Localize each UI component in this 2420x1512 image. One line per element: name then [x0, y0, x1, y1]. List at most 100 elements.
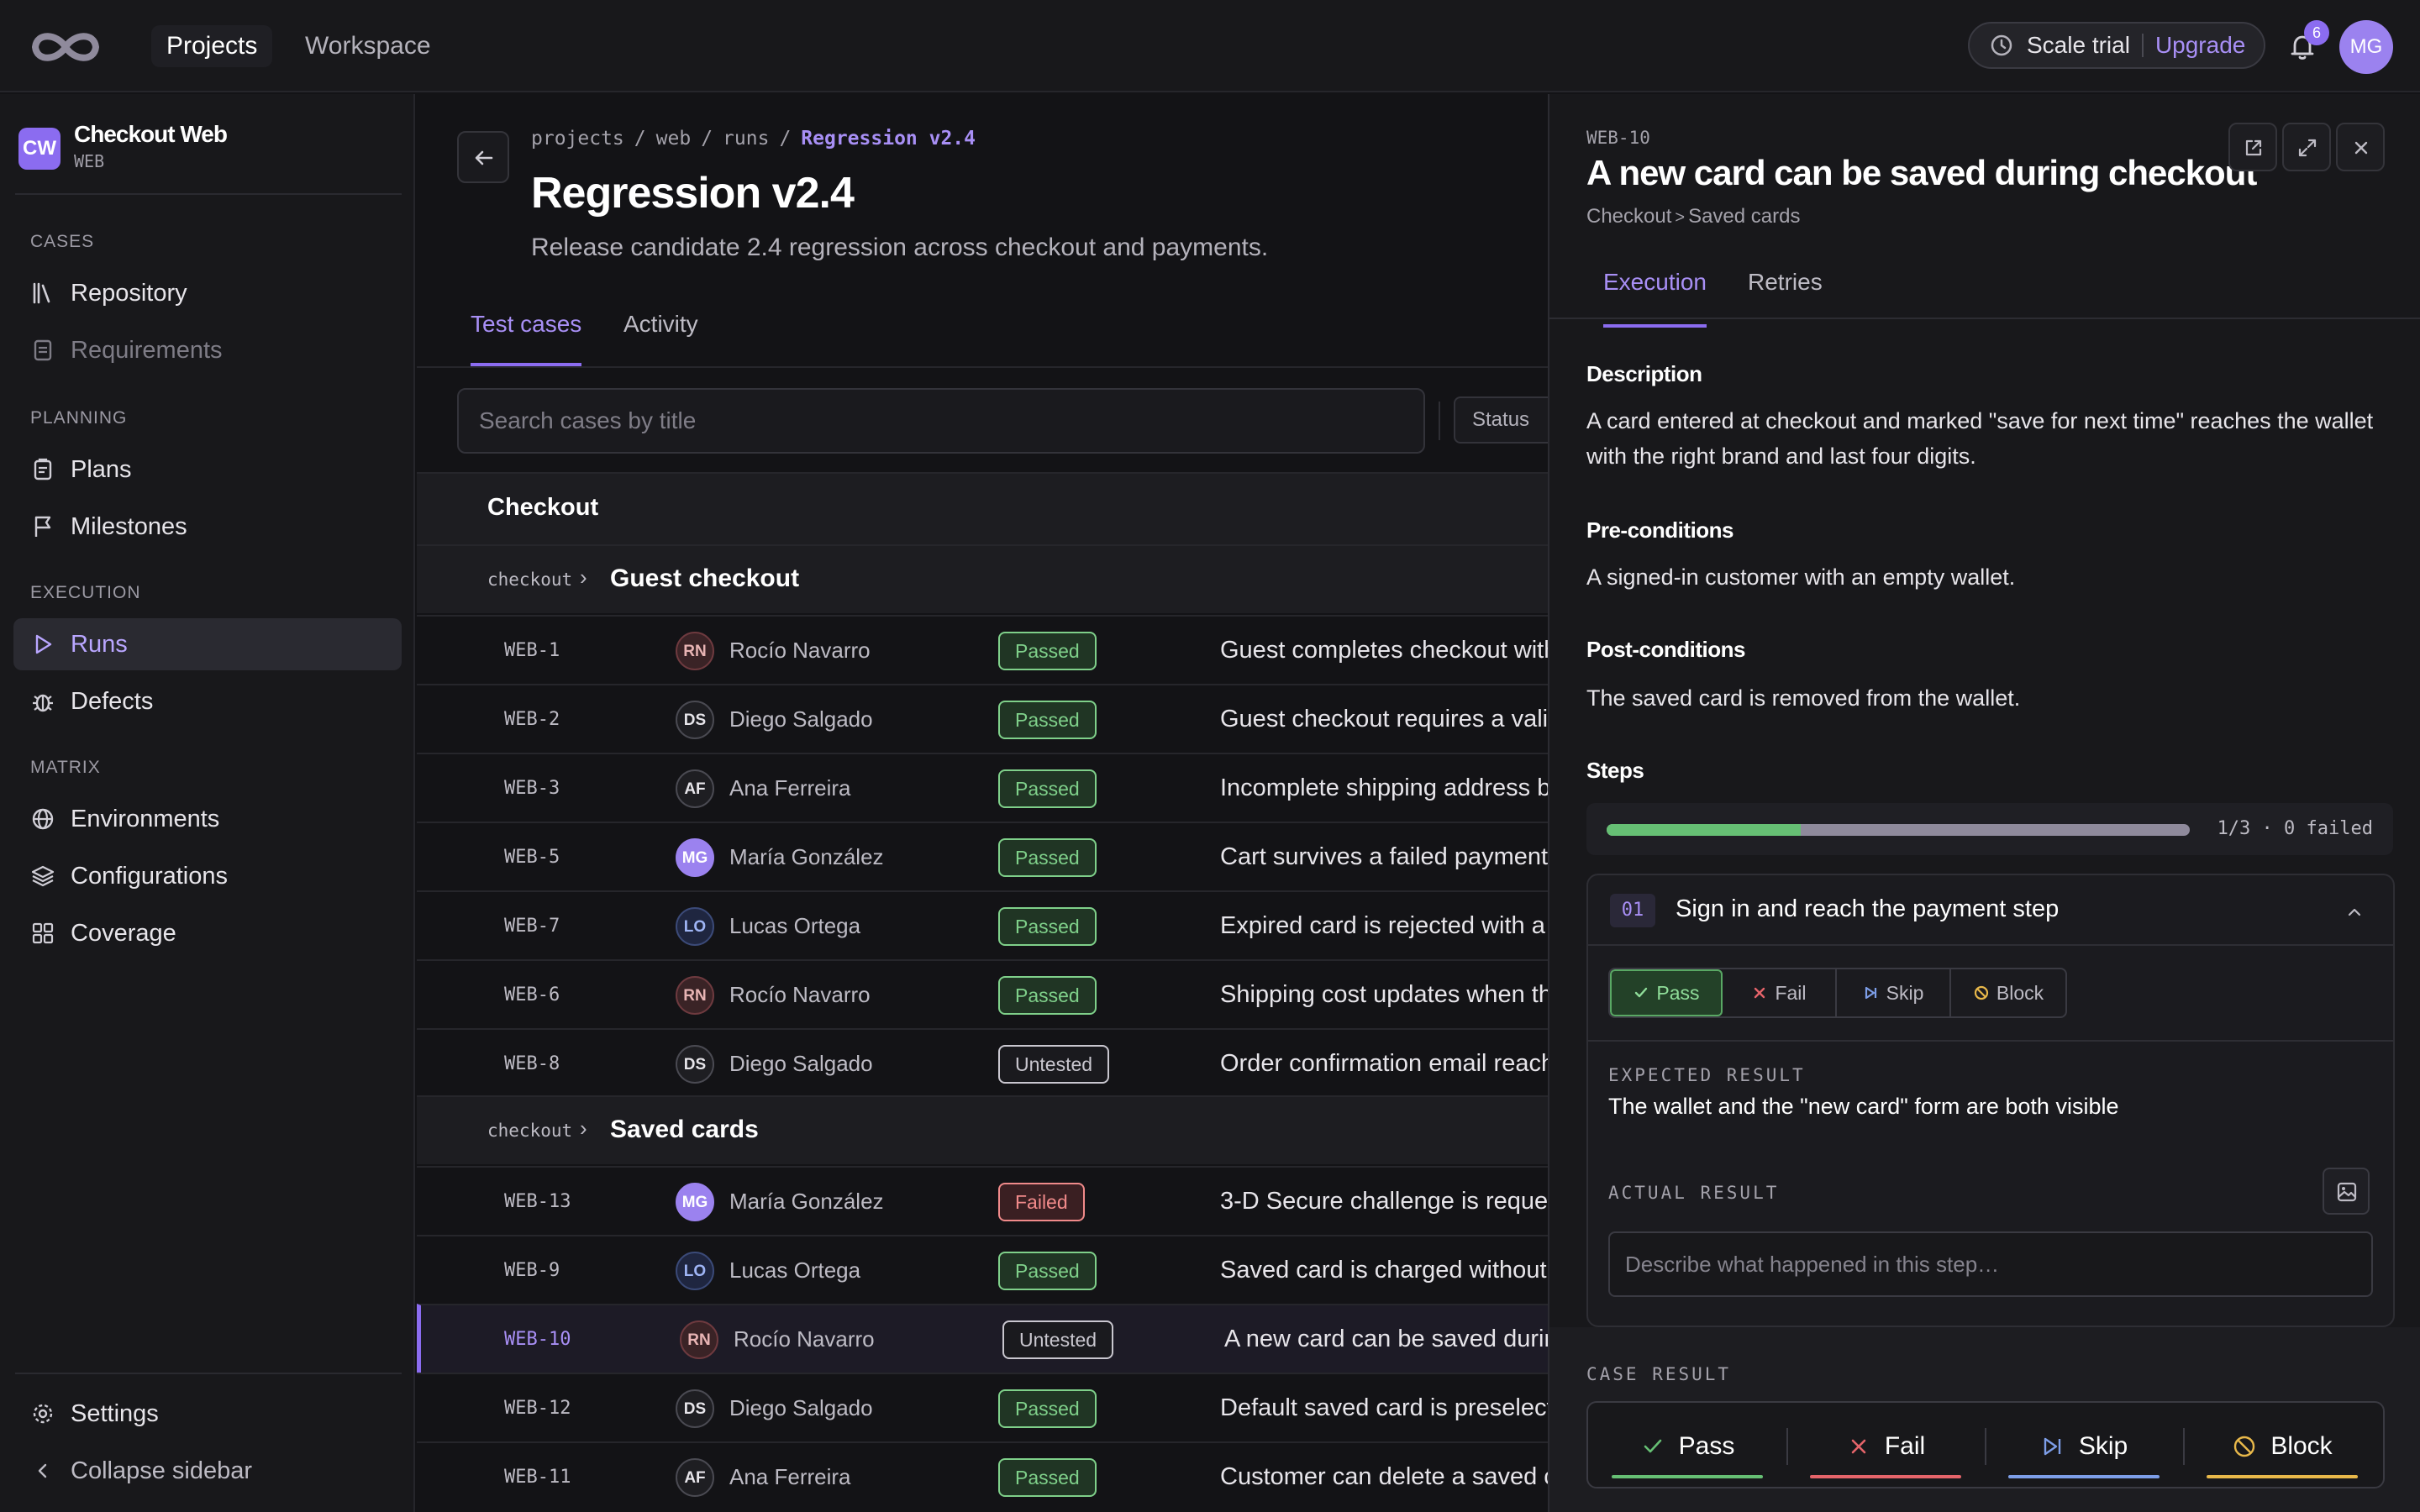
- step-result-toggle: Pass Fail Skip Block: [1608, 968, 2067, 1018]
- step-block-button[interactable]: Block: [1951, 969, 2065, 1016]
- skip-icon: [1865, 986, 1876, 1000]
- sidebar: CW Checkout Web WEB CASES Repository Req…: [0, 94, 415, 1512]
- sidebar-item-defects[interactable]: Defects: [13, 675, 402, 727]
- table-row[interactable]: WEB-6 RN Rocío Navarro Passed Shipping cost …: [417, 959, 1548, 1028]
- case-block-button[interactable]: Block: [2207, 1420, 2358, 1478]
- table-row[interactable]: WEB-12 DS Diego Salgado Passed Default saved…: [417, 1373, 1548, 1441]
- arrow-left-icon: [475, 150, 493, 165]
- avatar: RN: [676, 976, 714, 1015]
- layers-icon: [31, 865, 55, 887]
- breadcrumb-projects[interactable]: projects: [531, 128, 624, 150]
- nav-projects[interactable]: Projects: [151, 25, 273, 67]
- case-fail-button[interactable]: Fail: [1810, 1420, 1961, 1478]
- status-filter[interactable]: Status: [1454, 396, 1548, 444]
- sidebar-item-label: Environments: [71, 805, 220, 832]
- subgroup-slug: checkout: [487, 570, 573, 590]
- case-id: WEB-5: [504, 847, 560, 868]
- sidebar-item-label: Configurations: [71, 862, 228, 890]
- assignee-name: Lucas Ortega: [729, 913, 861, 938]
- sidebar-item-repository[interactable]: Repository: [13, 267, 402, 319]
- table-row[interactable]: WEB-10 RN Rocío Navarro Untested A new card …: [417, 1304, 1548, 1373]
- sidebar-item-coverage[interactable]: Coverage: [13, 907, 402, 959]
- close-icon: [2354, 141, 2368, 155]
- nav-workspace[interactable]: Workspace: [305, 32, 431, 60]
- step-pass-button[interactable]: Pass: [1610, 969, 1723, 1016]
- attach-image-button[interactable]: [2323, 1168, 2370, 1215]
- table-row[interactable]: WEB-8 DS Diego Salgado Untested Order confir…: [417, 1028, 1548, 1097]
- globe-icon: [32, 808, 54, 830]
- grid-icon: [32, 922, 54, 944]
- bell-icon[interactable]: [2287, 32, 2317, 62]
- case-id: WEB-3: [504, 778, 560, 799]
- case-id: WEB-13: [504, 1191, 571, 1212]
- table-row[interactable]: WEB-1 RN Rocío Navarro Passed Guest complete…: [417, 615, 1548, 684]
- case-skip-button[interactable]: Skip: [2008, 1420, 2160, 1478]
- sidebar-item-plans[interactable]: Plans: [13, 444, 402, 496]
- tab-test-cases[interactable]: Test cases: [471, 311, 582, 366]
- section-label-planning: PLANNING: [30, 408, 128, 428]
- user-avatar[interactable]: MG: [2339, 20, 2393, 74]
- group-header-checkout[interactable]: Checkout: [417, 474, 1548, 544]
- case-title: Guest completes checkout with: [1220, 637, 1548, 664]
- step-pass-label: Pass: [1656, 981, 1700, 1004]
- chevron-left-icon: [38, 1463, 47, 1478]
- steps-label: Steps: [1586, 758, 1644, 783]
- step-block-label: Block: [1996, 981, 2044, 1004]
- button-divider: [1985, 1428, 1986, 1465]
- table-row[interactable]: WEB-11 AF Ana Ferreira Passed Customer can d…: [417, 1441, 1548, 1510]
- search-input[interactable]: Search cases by title: [457, 388, 1425, 454]
- sidebar-item-settings[interactable]: Settings: [13, 1388, 402, 1440]
- subgroup-slug: checkout: [487, 1121, 573, 1141]
- sidebar-item-configurations[interactable]: Configurations: [13, 850, 402, 902]
- pill-divider: [2141, 34, 2144, 57]
- case-pass-label: Pass: [1678, 1432, 1735, 1460]
- breadcrumb-web[interactable]: web: [655, 128, 692, 150]
- table-row[interactable]: WEB-9 LO Lucas Ortega Passed Saved card is c…: [417, 1235, 1548, 1304]
- step-skip-button[interactable]: Skip: [1837, 969, 1951, 1016]
- sidebar-item-milestones[interactable]: Milestones: [13, 501, 402, 553]
- case-title: Incomplete shipping address b: [1220, 774, 1548, 801]
- open-external-button[interactable]: [2228, 123, 2277, 171]
- actual-result-input[interactable]: Describe what happened in this step…: [1608, 1231, 2373, 1297]
- collapse-sidebar-button[interactable]: Collapse sidebar: [13, 1445, 402, 1497]
- expected-result-text: The wallet and the "new card" form are b…: [1608, 1094, 2119, 1119]
- tab-activity[interactable]: Activity: [623, 311, 698, 337]
- back-button[interactable]: [457, 131, 509, 183]
- step-fail-button[interactable]: Fail: [1723, 969, 1837, 1016]
- infinity-logo-icon[interactable]: [25, 24, 106, 71]
- case-title: Cart survives a failed payment: [1220, 843, 1548, 870]
- case-block-label: Block: [2270, 1432, 2333, 1460]
- close-panel-button[interactable]: [2336, 123, 2385, 171]
- table-row[interactable]: WEB-3 AF Ana Ferreira Passed Incomplete ship…: [417, 753, 1548, 822]
- expand-button[interactable]: [2282, 123, 2331, 171]
- subgroup-header-saved-cards[interactable]: checkout › Saved cards: [417, 1095, 1548, 1164]
- trial-pill[interactable]: Scale trial Upgrade: [1968, 22, 2265, 69]
- step-header[interactable]: 01 Sign in and reach the payment step: [1588, 875, 2393, 946]
- sidebar-divider: [15, 193, 402, 195]
- project-name[interactable]: Checkout Web: [74, 121, 228, 147]
- assignee-name: Diego Salgado: [729, 1051, 873, 1076]
- tab-execution[interactable]: Execution: [1603, 269, 1707, 328]
- case-skip-label: Skip: [2078, 1432, 2128, 1460]
- progress-track: [1607, 824, 2190, 836]
- case-pass-button[interactable]: Pass: [1612, 1420, 1763, 1478]
- avatar: RN: [680, 1320, 718, 1359]
- tab-retries[interactable]: Retries: [1748, 269, 1823, 295]
- case-title: 3-D Secure challenge is reque: [1220, 1188, 1548, 1215]
- case-crumb-section[interactable]: Checkout: [1586, 205, 1672, 228]
- subgroup-header-guest-checkout[interactable]: checkout › Guest checkout: [417, 544, 1548, 613]
- table-row[interactable]: WEB-5 MG María González Passed Cart survives…: [417, 822, 1548, 890]
- sidebar-item-environments[interactable]: Environments: [13, 793, 402, 845]
- sidebar-item-runs[interactable]: Runs: [13, 618, 402, 670]
- table-row[interactable]: WEB-13 MG María González Failed 3-D Secure c…: [417, 1166, 1548, 1235]
- assignee-name: Rocío Navarro: [729, 982, 871, 1007]
- project-badge[interactable]: CW: [18, 128, 60, 170]
- fail-underline: [1810, 1475, 1961, 1478]
- case-crumb-subsection[interactable]: Saved cards: [1688, 205, 1801, 228]
- sidebar-item-requirements[interactable]: Requirements: [13, 324, 402, 376]
- breadcrumb-runs[interactable]: runs: [723, 128, 770, 150]
- table-row[interactable]: WEB-7 LO Lucas Ortega Passed Expired card is…: [417, 890, 1548, 959]
- upgrade-link[interactable]: Upgrade: [2154, 32, 2246, 58]
- table-row[interactable]: WEB-2 DS Diego Salgado Passed Guest checkout…: [417, 684, 1548, 753]
- chevron-up-icon[interactable]: [2344, 902, 2365, 922]
